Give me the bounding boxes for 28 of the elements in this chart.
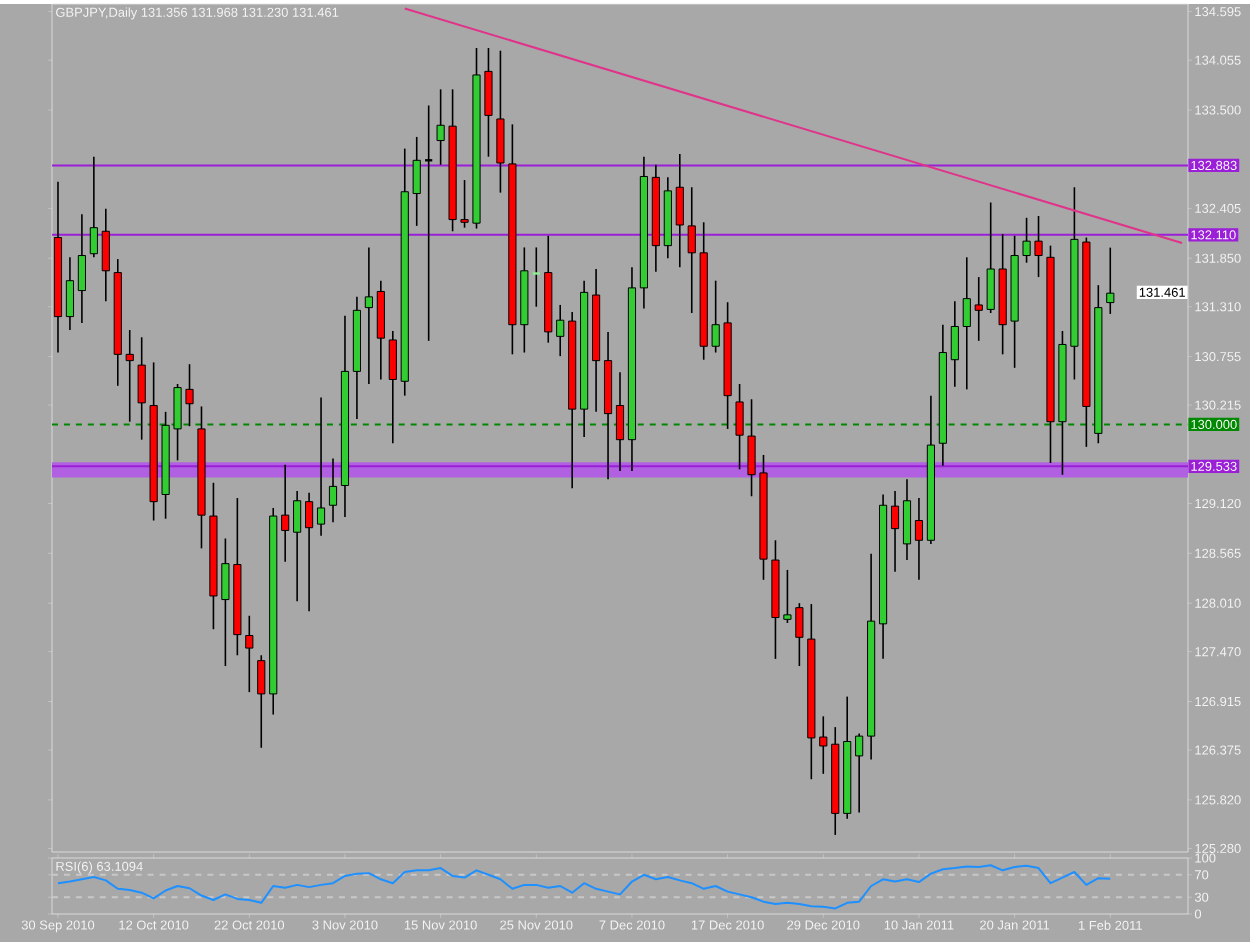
candlestick <box>328 457 338 524</box>
candlestick <box>376 279 385 381</box>
candlestick <box>364 246 373 385</box>
candlestick <box>531 246 542 308</box>
candlestick <box>137 336 146 441</box>
candlestick <box>855 732 864 814</box>
candlestick <box>675 153 684 268</box>
candlestick <box>388 330 397 445</box>
candlestick <box>89 155 98 259</box>
candlestick <box>293 490 302 603</box>
candlestick <box>305 491 314 613</box>
candlestick <box>77 213 86 324</box>
candlestick <box>735 383 744 471</box>
line-series <box>56 864 1112 910</box>
candlestick <box>687 186 696 314</box>
candlestick <box>1106 246 1115 315</box>
candlestick <box>902 478 912 561</box>
candlestick <box>65 256 75 331</box>
candlestick <box>281 464 290 563</box>
candlestick <box>316 396 326 537</box>
candlestick <box>245 614 254 693</box>
candlestick <box>914 497 924 581</box>
candlestick <box>101 208 110 303</box>
candlestick <box>615 371 625 472</box>
candlestick <box>890 490 900 573</box>
candlestick <box>496 49 505 194</box>
candlestick <box>556 304 565 357</box>
candlestick <box>950 300 959 388</box>
